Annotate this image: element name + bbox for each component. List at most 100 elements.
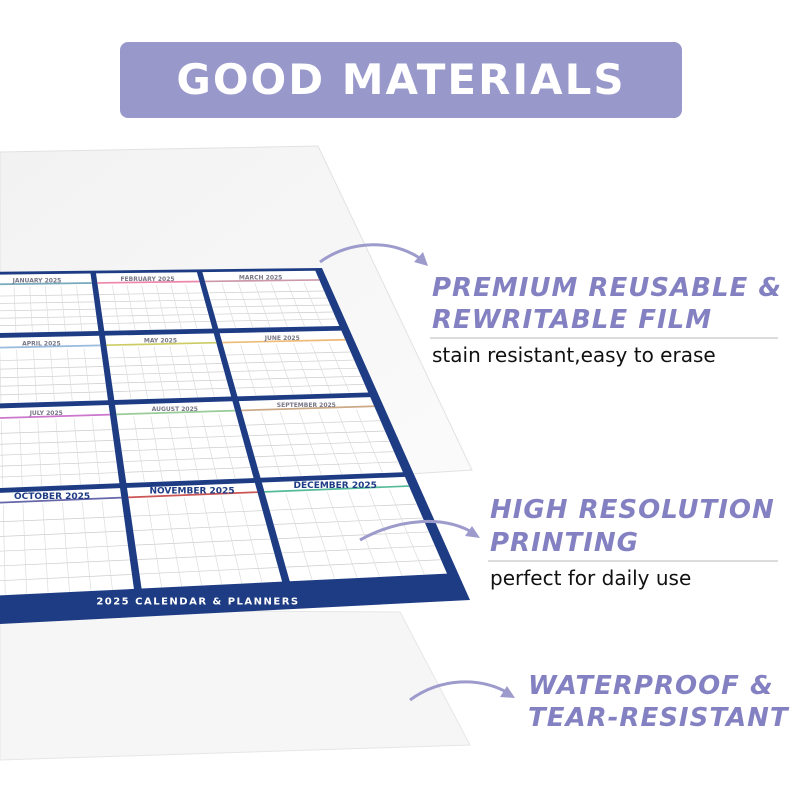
grid-line (0, 294, 94, 297)
grid-line (245, 420, 381, 426)
grid-line (131, 510, 263, 517)
month-band (264, 485, 410, 493)
grid-line (0, 472, 118, 478)
month-name: JUNE 2025 (264, 335, 300, 342)
grid-line (101, 501, 113, 590)
grid-line (113, 387, 229, 392)
grid-line (326, 491, 358, 579)
month-name: OCTOBER 2025 (14, 492, 90, 502)
grid-line (19, 420, 23, 488)
poster-footer: 2025 CALENDAR & PLANNERS (96, 597, 299, 608)
grid-line (273, 517, 423, 525)
month-cell (0, 273, 99, 334)
month-band (204, 279, 320, 283)
grid-line (0, 440, 114, 445)
grid-line (239, 495, 263, 583)
arrow (409, 680, 511, 702)
grid-line (122, 347, 132, 400)
grid-line (270, 282, 288, 328)
grid-line (62, 502, 70, 593)
month-cell (0, 405, 120, 488)
grid-line (285, 493, 313, 581)
grid-line (120, 435, 242, 441)
grid-line (44, 286, 50, 333)
grid-line (214, 311, 334, 315)
grid-line (123, 456, 248, 462)
month-cell (261, 476, 448, 582)
month-band (222, 338, 346, 344)
grid-line (260, 412, 282, 478)
grid-line (108, 354, 220, 359)
feature-detail: stain resistant,easy to erase (432, 343, 716, 367)
grid-line (0, 301, 95, 304)
feature-heading: REWRITABLE FILM (432, 305, 712, 335)
month-name: DECEMBER 2025 (293, 481, 376, 491)
grid-line (150, 415, 164, 482)
grid-line (83, 348, 91, 401)
grid-line (76, 285, 83, 332)
grid-line (0, 350, 2, 404)
grid-line (81, 501, 92, 592)
grid-line (0, 574, 132, 582)
grid-line (254, 451, 394, 458)
feature-heading: PREMIUM REUSABLE & (432, 273, 782, 303)
month-cell (238, 397, 403, 478)
grid-line (185, 345, 199, 398)
grid-line (37, 419, 43, 487)
month-cell (105, 333, 232, 401)
calendar: JANUARY 2025 FEBRUARY 2025 MARCH 2025 APRIL… (0, 268, 470, 624)
arrow-head (500, 686, 515, 698)
grid-line (287, 282, 306, 327)
grid-line (73, 418, 81, 485)
grid-line (230, 367, 358, 372)
arrow (359, 519, 476, 542)
grid-line (133, 416, 145, 483)
grid-line (277, 531, 429, 540)
grid-line (347, 490, 380, 578)
feature-heading: WATERPROOF & (528, 671, 774, 701)
grid-line (109, 363, 223, 367)
grid-line (238, 283, 254, 328)
grid-line (0, 374, 105, 379)
grid-line (279, 411, 302, 477)
grid-line (110, 371, 225, 376)
arrow-head (414, 252, 428, 266)
grid-line (225, 351, 351, 356)
grid-line (137, 552, 275, 560)
grid-line (218, 413, 236, 479)
grid-line (139, 567, 279, 575)
grid-line (0, 450, 115, 456)
grid-line (240, 344, 257, 396)
grid-line (298, 411, 322, 476)
grid-line (153, 346, 165, 399)
month-cell (219, 330, 369, 397)
grid-line (0, 383, 106, 387)
grid-line (306, 492, 336, 580)
grid-line (0, 429, 113, 434)
grid-line (121, 446, 245, 452)
month-name: JANUARY 2025 (12, 277, 62, 284)
month-band (116, 409, 236, 416)
grid-line (228, 359, 355, 364)
grid-line (126, 285, 136, 331)
month-cell (0, 488, 134, 596)
grid-line (0, 461, 117, 467)
month-cell (127, 482, 283, 589)
grid-line (184, 414, 200, 481)
grid-line (0, 308, 96, 312)
grid-line (388, 489, 425, 575)
grid-line (1, 420, 4, 488)
grid-line (232, 375, 362, 381)
grid-line (200, 345, 215, 398)
month-band (0, 344, 101, 349)
grid-line (167, 415, 182, 481)
grid-line (216, 318, 337, 322)
grid-line (2, 505, 6, 596)
grid-line (118, 425, 240, 430)
grid-line (141, 284, 151, 330)
grid-line (257, 344, 276, 396)
month-name: AUGUST 2025 (152, 406, 198, 413)
grid-line (0, 545, 128, 552)
grid-line (29, 286, 33, 333)
